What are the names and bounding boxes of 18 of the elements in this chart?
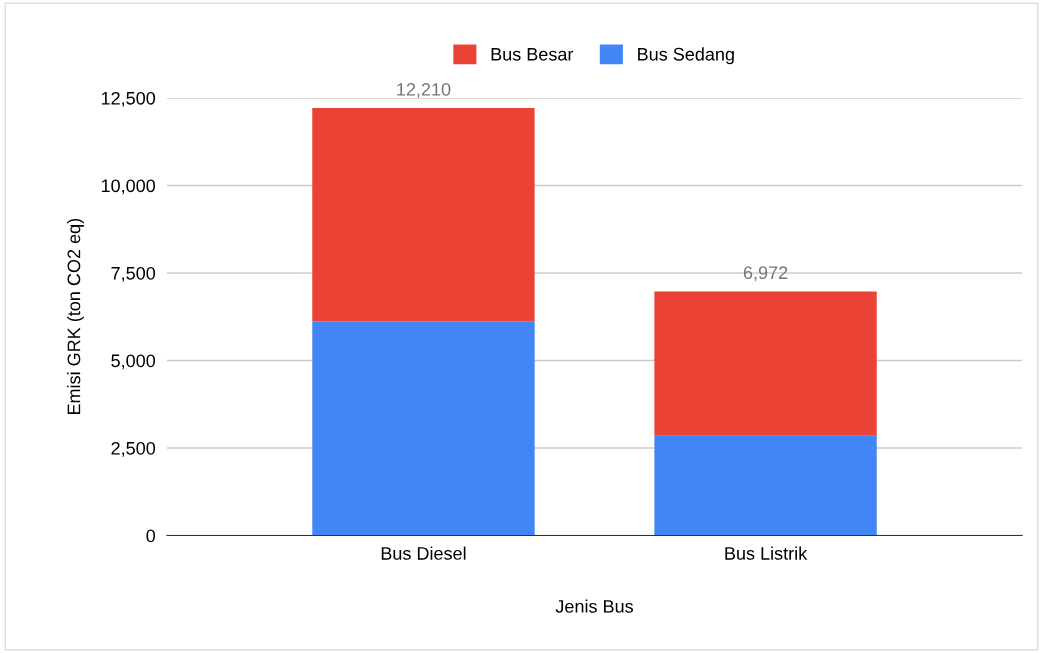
bar — [312, 108, 535, 322]
y-tick-label: 12,500 — [101, 91, 156, 107]
x-tick-label: Bus Listrik — [725, 546, 808, 560]
y-tick-label: 10,000 — [101, 179, 156, 195]
legend-label: Bus Besar — [491, 48, 574, 61]
bar — [654, 435, 877, 536]
total-label: 12,210 — [397, 83, 451, 98]
x-tick-label: Bus Diesel — [381, 546, 466, 560]
legend-label: Bus Sedang — [638, 47, 734, 65]
y-tick-label: 2,500 — [111, 441, 156, 457]
y-axis-title: Emisi GRK (ton CO2 eq) — [67, 218, 84, 415]
y-tick-label: 5,000 — [111, 354, 156, 370]
x-axis-title: Jenis Bus — [555, 599, 633, 613]
total-label: 6,972 — [743, 266, 788, 282]
y-tick-label: 7,500 — [111, 266, 156, 282]
bar — [312, 321, 535, 536]
y-tick-label: 0 — [146, 529, 156, 543]
bar — [654, 291, 877, 436]
